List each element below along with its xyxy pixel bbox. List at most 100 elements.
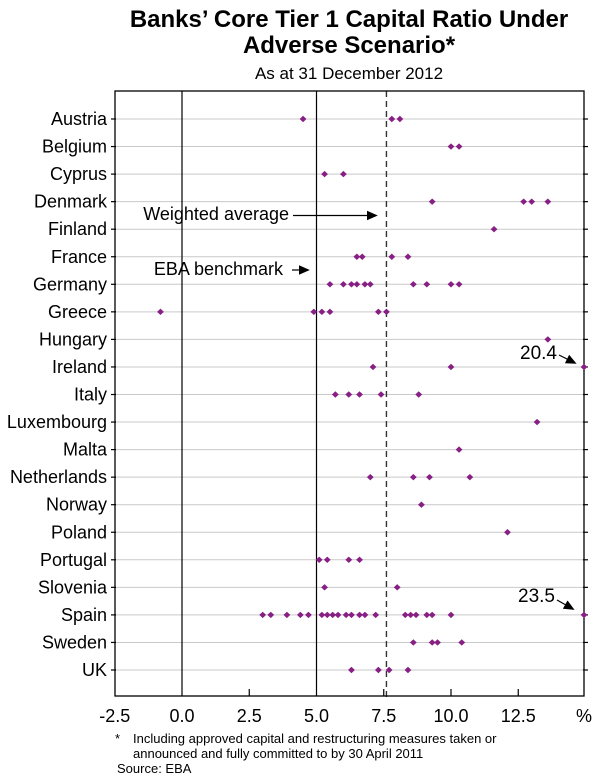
data-point-diamond	[447, 611, 455, 619]
country-label: Denmark	[34, 192, 108, 212]
ireland-max-value-label: 20.4	[520, 343, 557, 364]
data-point-diamond	[434, 639, 441, 646]
country-label: Hungary	[39, 329, 107, 349]
data-point-diamond	[466, 473, 474, 481]
data-point-diamond	[426, 473, 433, 481]
data-point-diamond	[504, 529, 511, 536]
country-label: Belgium	[42, 137, 107, 157]
data-point-diamond	[428, 198, 436, 205]
country-label: Finland	[48, 219, 107, 239]
data-point-diamond	[533, 418, 541, 426]
footnote-line1: Including approved capital and restructu…	[133, 731, 497, 746]
x-tick-label: 10.0	[433, 706, 468, 726]
data-point-diamond	[490, 226, 498, 233]
chart-title-line1: Banks’ Core Tier 1 Capital Ratio Under	[129, 6, 569, 33]
data-point-diamond	[340, 281, 347, 288]
spain-max-arrow	[556, 599, 575, 610]
data-point-diamond	[447, 143, 455, 150]
x-tick-label: 2.5	[237, 706, 262, 726]
data-point-diamond	[331, 391, 339, 398]
data-point-diamond	[157, 308, 164, 316]
country-label: Ireland	[52, 357, 107, 377]
data-point-diamond	[423, 281, 431, 288]
data-point-diamond	[323, 556, 331, 563]
data-point-diamond	[305, 611, 312, 619]
data-point-diamond	[329, 611, 337, 619]
data-point-diamond	[318, 611, 326, 619]
data-point-diamond	[415, 391, 423, 398]
data-point-diamond	[455, 446, 463, 453]
data-point-diamond	[310, 308, 318, 316]
data-point-diamond	[348, 281, 355, 288]
data-point-diamond	[423, 611, 431, 619]
data-point-diamond	[259, 611, 267, 619]
ireland-max-arrow	[558, 354, 577, 364]
data-point-diamond	[345, 556, 353, 563]
data-point-diamond	[374, 666, 382, 674]
chart-title: Banks’ Core Tier 1 Capital Ratio Under A…	[99, 7, 599, 59]
x-tick-label: 5.0	[304, 706, 329, 726]
reference-lines-layer	[181, 91, 388, 699]
country-label: Sweden	[42, 632, 107, 652]
country-label: UK	[82, 660, 107, 680]
country-label: Greece	[48, 302, 107, 322]
data-point-diamond	[340, 170, 347, 178]
data-point-diamond	[393, 584, 401, 591]
data-point-diamond	[396, 115, 404, 123]
data-point-diamond	[348, 611, 355, 619]
data-point-diamond	[283, 611, 291, 619]
data-point-diamond	[323, 611, 331, 619]
x-axis-unit-label: %	[576, 706, 592, 726]
data-point-diamond	[345, 391, 353, 398]
data-point-diamond	[409, 473, 417, 481]
weighted-average-label: Weighted average	[143, 204, 289, 224]
data-point-diamond	[348, 666, 355, 674]
data-point-diamond	[409, 281, 417, 288]
spain-max-value-label: 23.5	[518, 586, 555, 607]
data-point-diamond	[356, 391, 363, 398]
data-point-diamond	[358, 253, 366, 260]
data-point-diamond	[428, 611, 436, 619]
data-point-diamond	[580, 363, 588, 371]
data-point-diamond	[401, 611, 409, 619]
eba-benchmark-label: EBA benchmark	[153, 259, 283, 279]
data-point-diamond	[299, 115, 307, 123]
country-label: Cyprus	[50, 164, 107, 184]
data-point-diamond	[447, 281, 455, 288]
data-point-diamond	[374, 308, 382, 316]
footnote-line2: announced and fully committed to by 30 A…	[133, 746, 424, 761]
data-point-diamond	[372, 611, 380, 619]
chart-title-line2: Adverse Scenario*	[242, 32, 456, 59]
data-point-diamond	[580, 611, 588, 619]
data-point-diamond	[447, 363, 455, 371]
country-label: Norway	[46, 495, 107, 515]
data-point-diamond	[321, 584, 328, 591]
data-point-diamond	[326, 281, 334, 288]
x-tick-label: 0.0	[169, 706, 194, 726]
data-point-diamond	[385, 666, 393, 674]
country-label: Malta	[63, 440, 108, 460]
data-point-diamond	[458, 639, 466, 646]
data-point-diamond	[356, 556, 363, 563]
country-label: Germany	[33, 274, 107, 294]
data-point-diamond	[353, 253, 361, 260]
data-points-layer	[157, 115, 588, 674]
data-point-diamond	[388, 253, 396, 260]
data-point-diamond	[296, 611, 304, 619]
data-point-diamond	[353, 281, 361, 288]
x-tick-label: 7.5	[371, 706, 396, 726]
country-label: Italy	[74, 385, 107, 405]
data-point-diamond	[404, 666, 412, 674]
footnote: * Including approved capital and restruc…	[115, 731, 585, 761]
annotation-arrows-layer	[292, 210, 577, 610]
data-point-diamond	[326, 308, 334, 316]
data-point-diamond	[366, 281, 374, 288]
data-point-diamond	[544, 198, 552, 205]
data-point-diamond	[361, 281, 369, 288]
data-point-diamond	[388, 115, 396, 123]
data-point-diamond	[361, 611, 369, 619]
footnote-marker: *	[115, 731, 121, 746]
data-point-diamond	[366, 473, 374, 481]
data-point-diamond	[369, 363, 377, 371]
